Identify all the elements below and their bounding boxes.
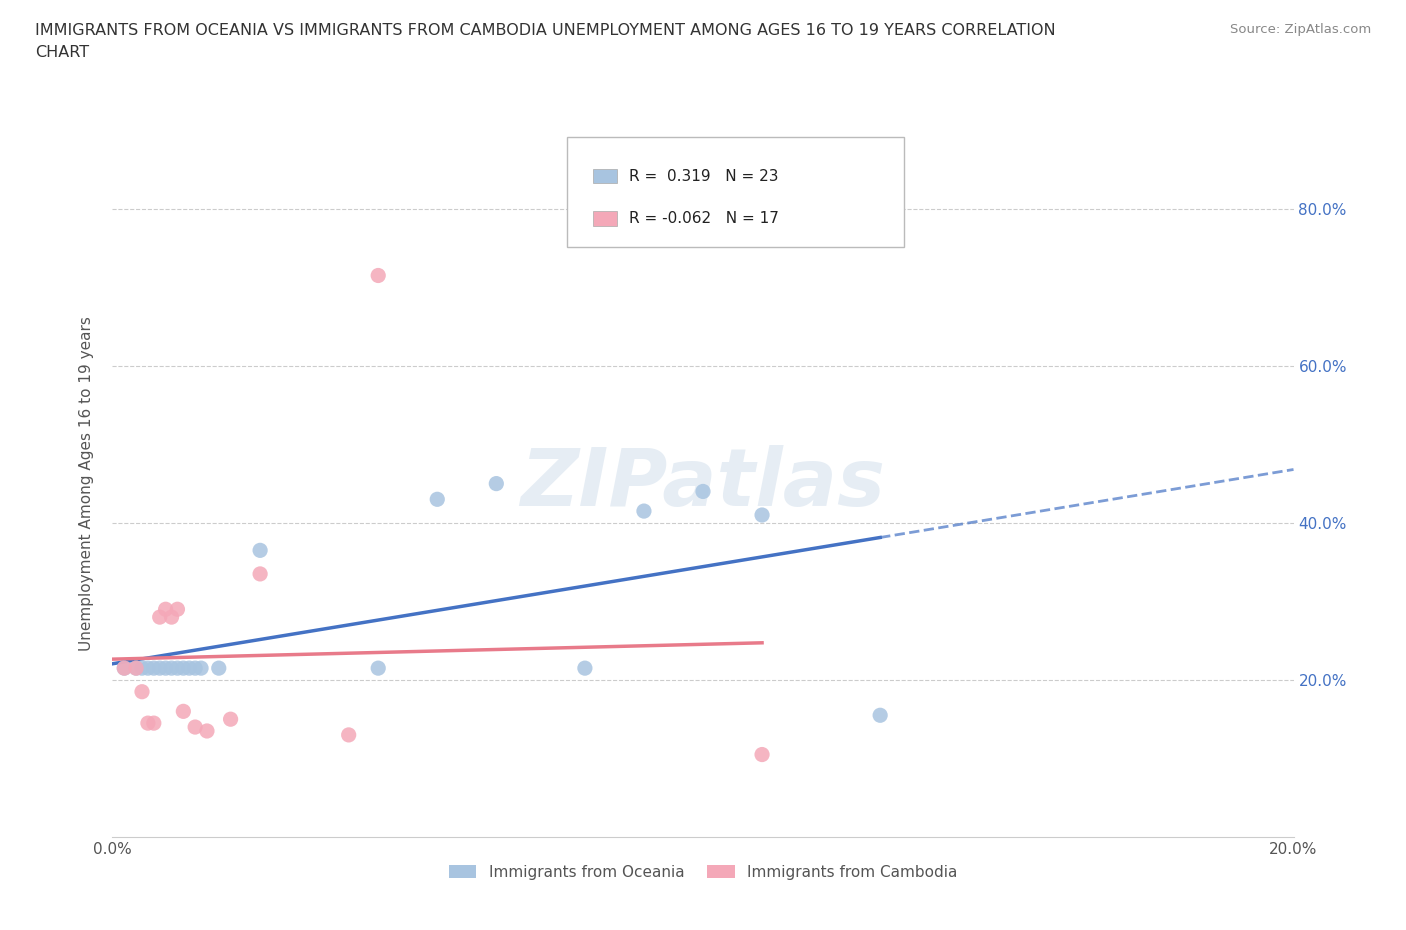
Point <box>155 660 177 675</box>
Point <box>166 660 188 675</box>
Point <box>751 508 773 523</box>
Point <box>219 711 242 726</box>
Point <box>485 476 508 491</box>
Point <box>149 610 172 625</box>
Point <box>172 660 194 675</box>
Point <box>166 602 188 617</box>
Point <box>142 660 165 675</box>
Text: ZIPatlas: ZIPatlas <box>520 445 886 523</box>
Text: IMMIGRANTS FROM OCEANIA VS IMMIGRANTS FROM CAMBODIA UNEMPLOYMENT AMONG AGES 16 T: IMMIGRANTS FROM OCEANIA VS IMMIGRANTS FR… <box>35 23 1056 60</box>
Point <box>172 704 194 719</box>
FancyBboxPatch shape <box>567 138 904 246</box>
Point <box>633 504 655 519</box>
Legend: Immigrants from Oceania, Immigrants from Cambodia: Immigrants from Oceania, Immigrants from… <box>443 858 963 886</box>
Y-axis label: Unemployment Among Ages 16 to 19 years: Unemployment Among Ages 16 to 19 years <box>79 316 94 651</box>
Text: R =  0.319   N = 23: R = 0.319 N = 23 <box>628 168 778 183</box>
Point <box>149 660 172 675</box>
Point <box>125 660 148 675</box>
Point <box>208 660 231 675</box>
FancyBboxPatch shape <box>593 211 617 226</box>
Point <box>426 492 449 507</box>
Point <box>751 747 773 762</box>
Point <box>574 660 596 675</box>
Point <box>190 660 212 675</box>
Point <box>249 543 271 558</box>
Text: Source: ZipAtlas.com: Source: ZipAtlas.com <box>1230 23 1371 36</box>
Point <box>136 716 159 731</box>
Point <box>869 708 891 723</box>
Point <box>195 724 218 738</box>
Point <box>367 660 389 675</box>
FancyBboxPatch shape <box>593 169 617 183</box>
Point <box>131 684 153 699</box>
Point <box>184 660 207 675</box>
Text: R = -0.062   N = 17: R = -0.062 N = 17 <box>628 211 779 226</box>
Point <box>160 610 183 625</box>
Point <box>131 660 153 675</box>
Point <box>337 727 360 742</box>
Point <box>249 566 271 581</box>
Point <box>142 716 165 731</box>
Point <box>160 660 183 675</box>
Point <box>184 720 207 735</box>
Point <box>125 660 148 675</box>
Point <box>112 660 135 675</box>
Point <box>155 602 177 617</box>
Point <box>136 660 159 675</box>
Point <box>112 660 135 675</box>
Point <box>367 268 389 283</box>
Point <box>179 660 201 675</box>
Point <box>692 484 714 498</box>
